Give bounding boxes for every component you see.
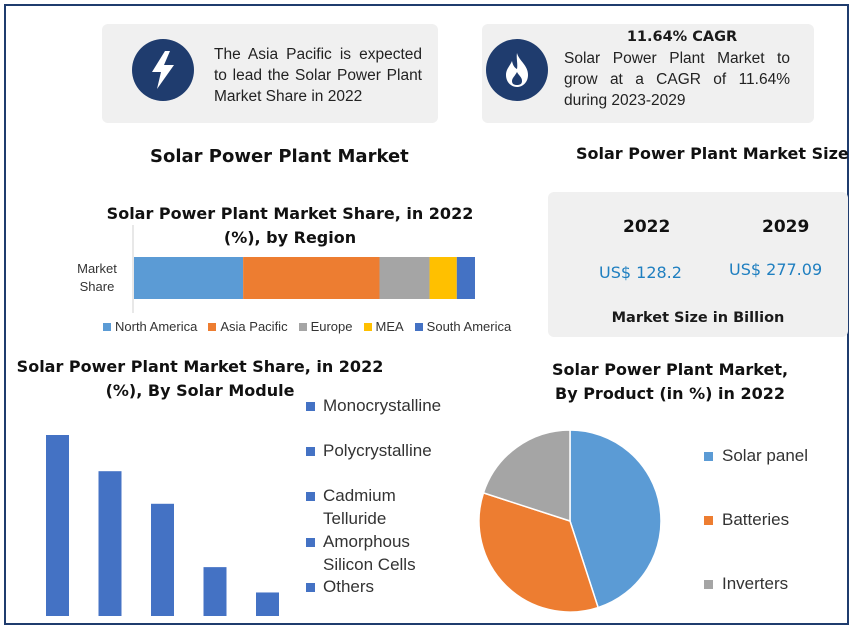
legend-item-south-america: South America	[414, 319, 512, 334]
legend-item-solar-panel: Solar panel	[704, 446, 808, 466]
legend-label: MEA	[375, 319, 404, 334]
legend-swatch	[704, 515, 713, 525]
module-chart-title-line2: (%), By Solar Module	[105, 381, 295, 400]
legend-swatch	[363, 322, 372, 331]
legend-item-asia-pacific: Asia Pacific	[208, 319, 288, 334]
legend-label: North America	[115, 319, 198, 334]
legend-label: Monocrystalline	[323, 396, 442, 415]
module-bar-others	[256, 592, 279, 616]
module-bar-cadmium-telluride	[151, 503, 174, 616]
product-chart-title-line2: By Product (in %) in 2022	[555, 384, 785, 403]
legend-swatch	[704, 451, 713, 461]
legend-swatch	[306, 447, 315, 456]
market-size-card: 2022 2029 US$ 128.2 US$ 277.09 Market Si…	[548, 192, 848, 337]
region-insight-card: The Asia Pacific is expected to lead the…	[102, 24, 438, 123]
region-chart-legend: North America Asia Pacific Europe MEA South …	[103, 319, 522, 334]
region-bar-europe	[379, 257, 430, 299]
product-chart-title: Solar Power Plant Market, By Product (in…	[520, 358, 820, 406]
legend-swatch	[704, 579, 713, 589]
product-pie-chart	[478, 429, 662, 613]
legend-swatch	[298, 322, 307, 331]
market-size-heading: Solar Power Plant Market Size	[576, 144, 849, 163]
legend-swatch	[103, 322, 111, 331]
region-category-label: Market	[77, 261, 117, 276]
cagr-card: 11.64% CAGR Solar Power Plant Market to …	[482, 24, 814, 123]
module-chart-title-line1: Solar Power Plant Market Share, in 2022	[16, 357, 384, 376]
legend-item-others: Others	[306, 575, 374, 598]
region-category-label: Share	[80, 279, 115, 294]
legend-item-cadmium-telluride: Cadmium Telluride	[306, 484, 396, 530]
legend-label: Polycrystalline	[323, 441, 432, 460]
legend-swatch	[306, 402, 315, 411]
market-size-value-2022: US$ 128.2	[599, 263, 682, 282]
lightning-bolt-icon	[132, 39, 194, 101]
market-size-caption: Market Size in Billion	[611, 310, 785, 326]
legend-item-batteries: Batteries	[704, 510, 789, 530]
legend-item-mea: MEA	[363, 319, 404, 334]
legend-item-monocrystalline: Monocrystalline	[306, 394, 441, 417]
module-bar-polycrystalline	[98, 471, 122, 616]
legend-label: Batteries	[722, 510, 790, 529]
legend-swatch	[306, 583, 315, 592]
legend-label: Inverters	[722, 574, 789, 593]
region-bar-north-america	[134, 257, 244, 299]
module-bar-monocrystalline	[46, 435, 69, 616]
region-chart-title-line1: Solar Power Plant Market Share, in 2022	[106, 204, 474, 223]
legend-swatch	[306, 492, 315, 501]
region-stacked-bar-chart: Market Share	[77, 225, 475, 313]
legend-swatch	[208, 322, 217, 331]
legend-item-north-america: North America	[103, 319, 197, 334]
main-title: Solar Power Plant Market	[150, 146, 409, 167]
legend-label: Amorphous Silicon Cells	[323, 532, 416, 574]
legend-item-inverters: Inverters	[704, 574, 788, 594]
region-bar-south-america	[456, 257, 475, 299]
cagr-text: Solar Power Plant Market to grow at a CA…	[564, 50, 790, 109]
legend-label: Cadmium Telluride	[323, 486, 396, 528]
region-bar-asia-pacific	[243, 257, 380, 299]
market-size-year-2029: 2029	[762, 217, 810, 237]
pie-slice-inverters	[482, 429, 571, 523]
legend-swatch	[414, 322, 423, 331]
legend-label: Others	[323, 577, 375, 596]
product-chart-title-line1: Solar Power Plant Market,	[551, 360, 789, 379]
module-chart-title: Solar Power Plant Market Share, in 2022 …	[10, 355, 390, 403]
legend-label: Europe	[310, 319, 353, 334]
legend-swatch	[306, 538, 315, 547]
region-insight-text: The Asia Pacific is expected to lead the…	[214, 46, 422, 105]
flame-icon	[486, 39, 548, 101]
market-size-year-2022: 2022	[623, 217, 671, 237]
legend-item-amorphous-silicon-cells: Amorphous Silicon Cells	[306, 530, 416, 576]
module-bar-chart	[46, 435, 279, 616]
legend-item-polycrystalline: Polycrystalline	[306, 439, 432, 462]
legend-label: Solar panel	[722, 446, 809, 465]
legend-label: Asia Pacific	[220, 319, 288, 334]
region-chart-title: Solar Power Plant Market Share, in 2022 …	[100, 202, 480, 250]
module-bar-amorphous-silicon-cells	[203, 567, 227, 616]
region-chart-title-line2: (%), by Region	[223, 228, 357, 247]
cagr-title: 11.64% CAGR	[626, 29, 738, 45]
pie-slice-solar-panel	[569, 429, 662, 609]
legend-label: South America	[426, 319, 512, 334]
legend-item-europe: Europe	[298, 319, 353, 334]
region-bar-mea	[429, 257, 457, 299]
market-size-value-2029: US$ 277.09	[729, 260, 823, 279]
pie-slice-batteries	[478, 491, 600, 613]
